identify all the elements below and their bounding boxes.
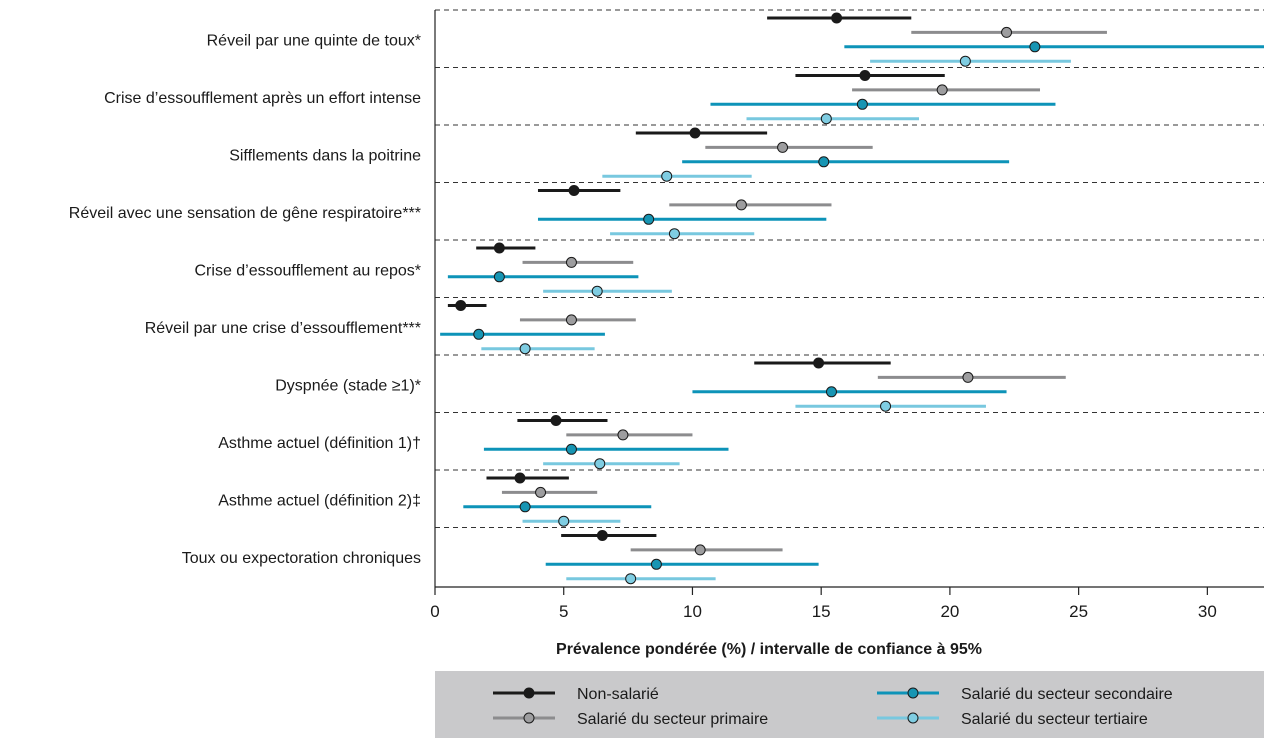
legend-swatch-marker — [907, 712, 919, 724]
point-marker — [735, 199, 747, 211]
category-labels: Réveil par une quinte de toux* Crise d’es… — [69, 33, 422, 567]
legend: Non-salarié Salarié du secteur primaire Sa… — [435, 671, 1264, 738]
point-marker — [962, 371, 974, 383]
category-label: Réveil avec une sensation de gêne respir… — [69, 205, 421, 222]
x-tick-label: 30 — [1198, 602, 1217, 621]
point-marker — [455, 300, 467, 311]
x-axis: Prévalence pondérée (%) / intervalle de … — [430, 10, 1264, 658]
point-marker — [565, 443, 577, 455]
separator-lines — [435, 9, 1264, 528]
point-marker — [625, 573, 637, 585]
x-axis-title: Prévalence pondérée (%) / intervalle de … — [556, 641, 982, 658]
legend-label: Salarié du secteur tertiaire — [961, 711, 1148, 728]
x-tick-label: 0 — [430, 602, 439, 621]
point-marker — [535, 486, 547, 498]
point-marker — [859, 70, 871, 81]
point-marker — [650, 558, 662, 570]
point-marker — [1001, 26, 1013, 38]
point-marker — [594, 458, 606, 470]
point-marker — [514, 472, 526, 484]
point-marker — [777, 141, 789, 153]
point-marker — [959, 55, 971, 67]
legend-background — [435, 671, 1264, 738]
series-marks — [440, 12, 1264, 585]
category-label: Toux ou expectoration chroniques — [182, 550, 421, 567]
point-marker — [565, 256, 577, 268]
x-tick-label: 5 — [559, 602, 568, 621]
point-marker — [617, 429, 629, 441]
point-marker — [689, 127, 701, 139]
point-marker — [643, 213, 655, 225]
point-marker — [493, 271, 505, 283]
point-marker — [880, 400, 892, 412]
point-marker — [831, 12, 843, 24]
point-marker — [473, 328, 485, 340]
point-marker — [568, 185, 580, 196]
point-marker — [668, 228, 680, 240]
legend-swatch-marker — [907, 687, 919, 699]
legend-swatch-marker — [523, 687, 535, 699]
x-tick-label: 25 — [1069, 602, 1088, 621]
point-marker — [813, 357, 825, 369]
legend-swatch-marker — [523, 712, 535, 724]
point-marker — [818, 156, 830, 168]
point-marker — [596, 530, 608, 541]
category-label: Asthme actuel (définition 1)† — [218, 435, 421, 452]
point-marker — [519, 501, 531, 513]
point-marker — [1029, 41, 1041, 53]
category-label: Réveil par une crise d’essoufflement*** — [145, 320, 421, 337]
legend-label: Non-salarié — [577, 686, 659, 703]
x-tick-label: 10 — [683, 602, 702, 621]
legend-label: Salarié du secteur secondaire — [961, 686, 1173, 703]
point-marker — [493, 242, 505, 254]
category-label: Asthme actuel (définition 2)‡ — [218, 493, 421, 510]
point-marker — [661, 170, 673, 182]
point-marker — [694, 544, 706, 556]
point-marker — [565, 314, 577, 326]
point-marker — [856, 98, 868, 110]
x-tick-label: 15 — [812, 602, 831, 621]
category-label: Réveil par une quinte de toux* — [207, 33, 421, 50]
point-marker — [825, 386, 837, 398]
category-label: Dyspnée (stade ≥1)* — [275, 378, 421, 395]
category-label: Sifflements dans la poitrine — [229, 148, 421, 165]
point-marker — [820, 113, 832, 125]
point-marker — [550, 415, 562, 426]
x-tick-label: 20 — [940, 602, 959, 621]
point-marker — [519, 343, 531, 355]
point-marker — [558, 515, 570, 527]
point-marker — [936, 84, 948, 96]
point-marker — [591, 285, 603, 297]
category-label: Crise d’essoufflement après un effort in… — [104, 90, 421, 107]
legend-label: Salarié du secteur primaire — [577, 711, 768, 728]
category-label: Crise d’essoufflement au repos* — [195, 263, 422, 280]
